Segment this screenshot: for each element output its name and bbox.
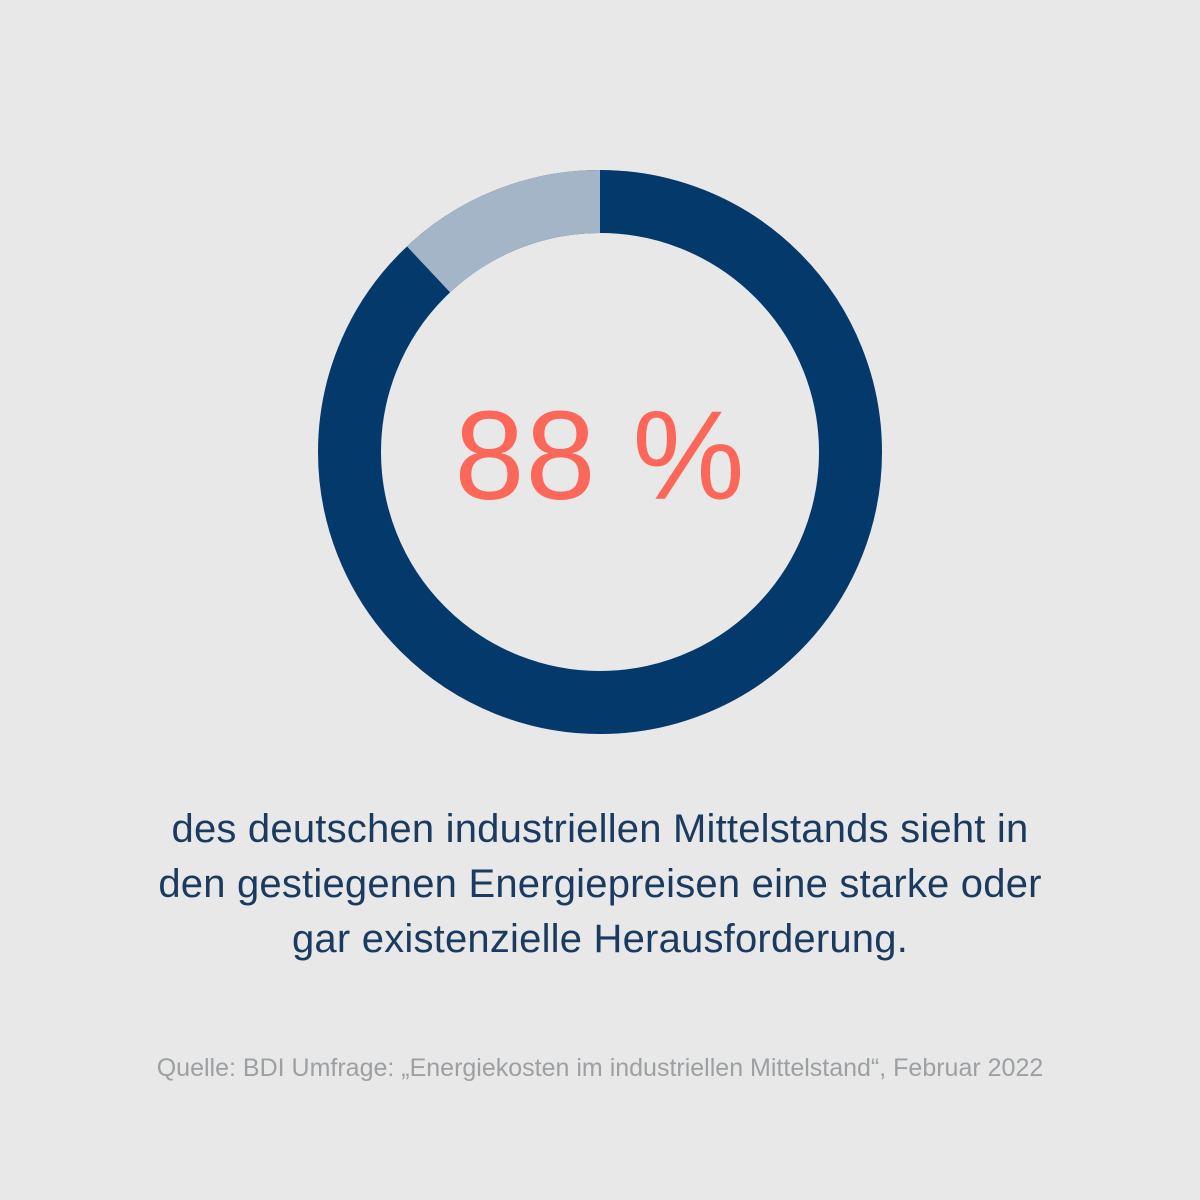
donut-segment-remainder: [406, 170, 601, 293]
caption-line-2: den gestiegenen Energiepreisen eine star…: [158, 862, 1042, 906]
caption-line-3: gar existenzielle Herausforderung.: [291, 917, 909, 961]
stat-value: 88 %: [454, 384, 746, 526]
donut-chart: 88 %: [318, 170, 882, 734]
caption-line-1: des deutschen industriellen Mittelstands…: [171, 807, 1029, 851]
caption: des deutschen industriellen Mittelstands…: [0, 802, 1200, 967]
donut-svg: [318, 170, 882, 734]
source-note: Quelle: BDI Umfrage: „Energiekosten im i…: [156, 1054, 1044, 1082]
